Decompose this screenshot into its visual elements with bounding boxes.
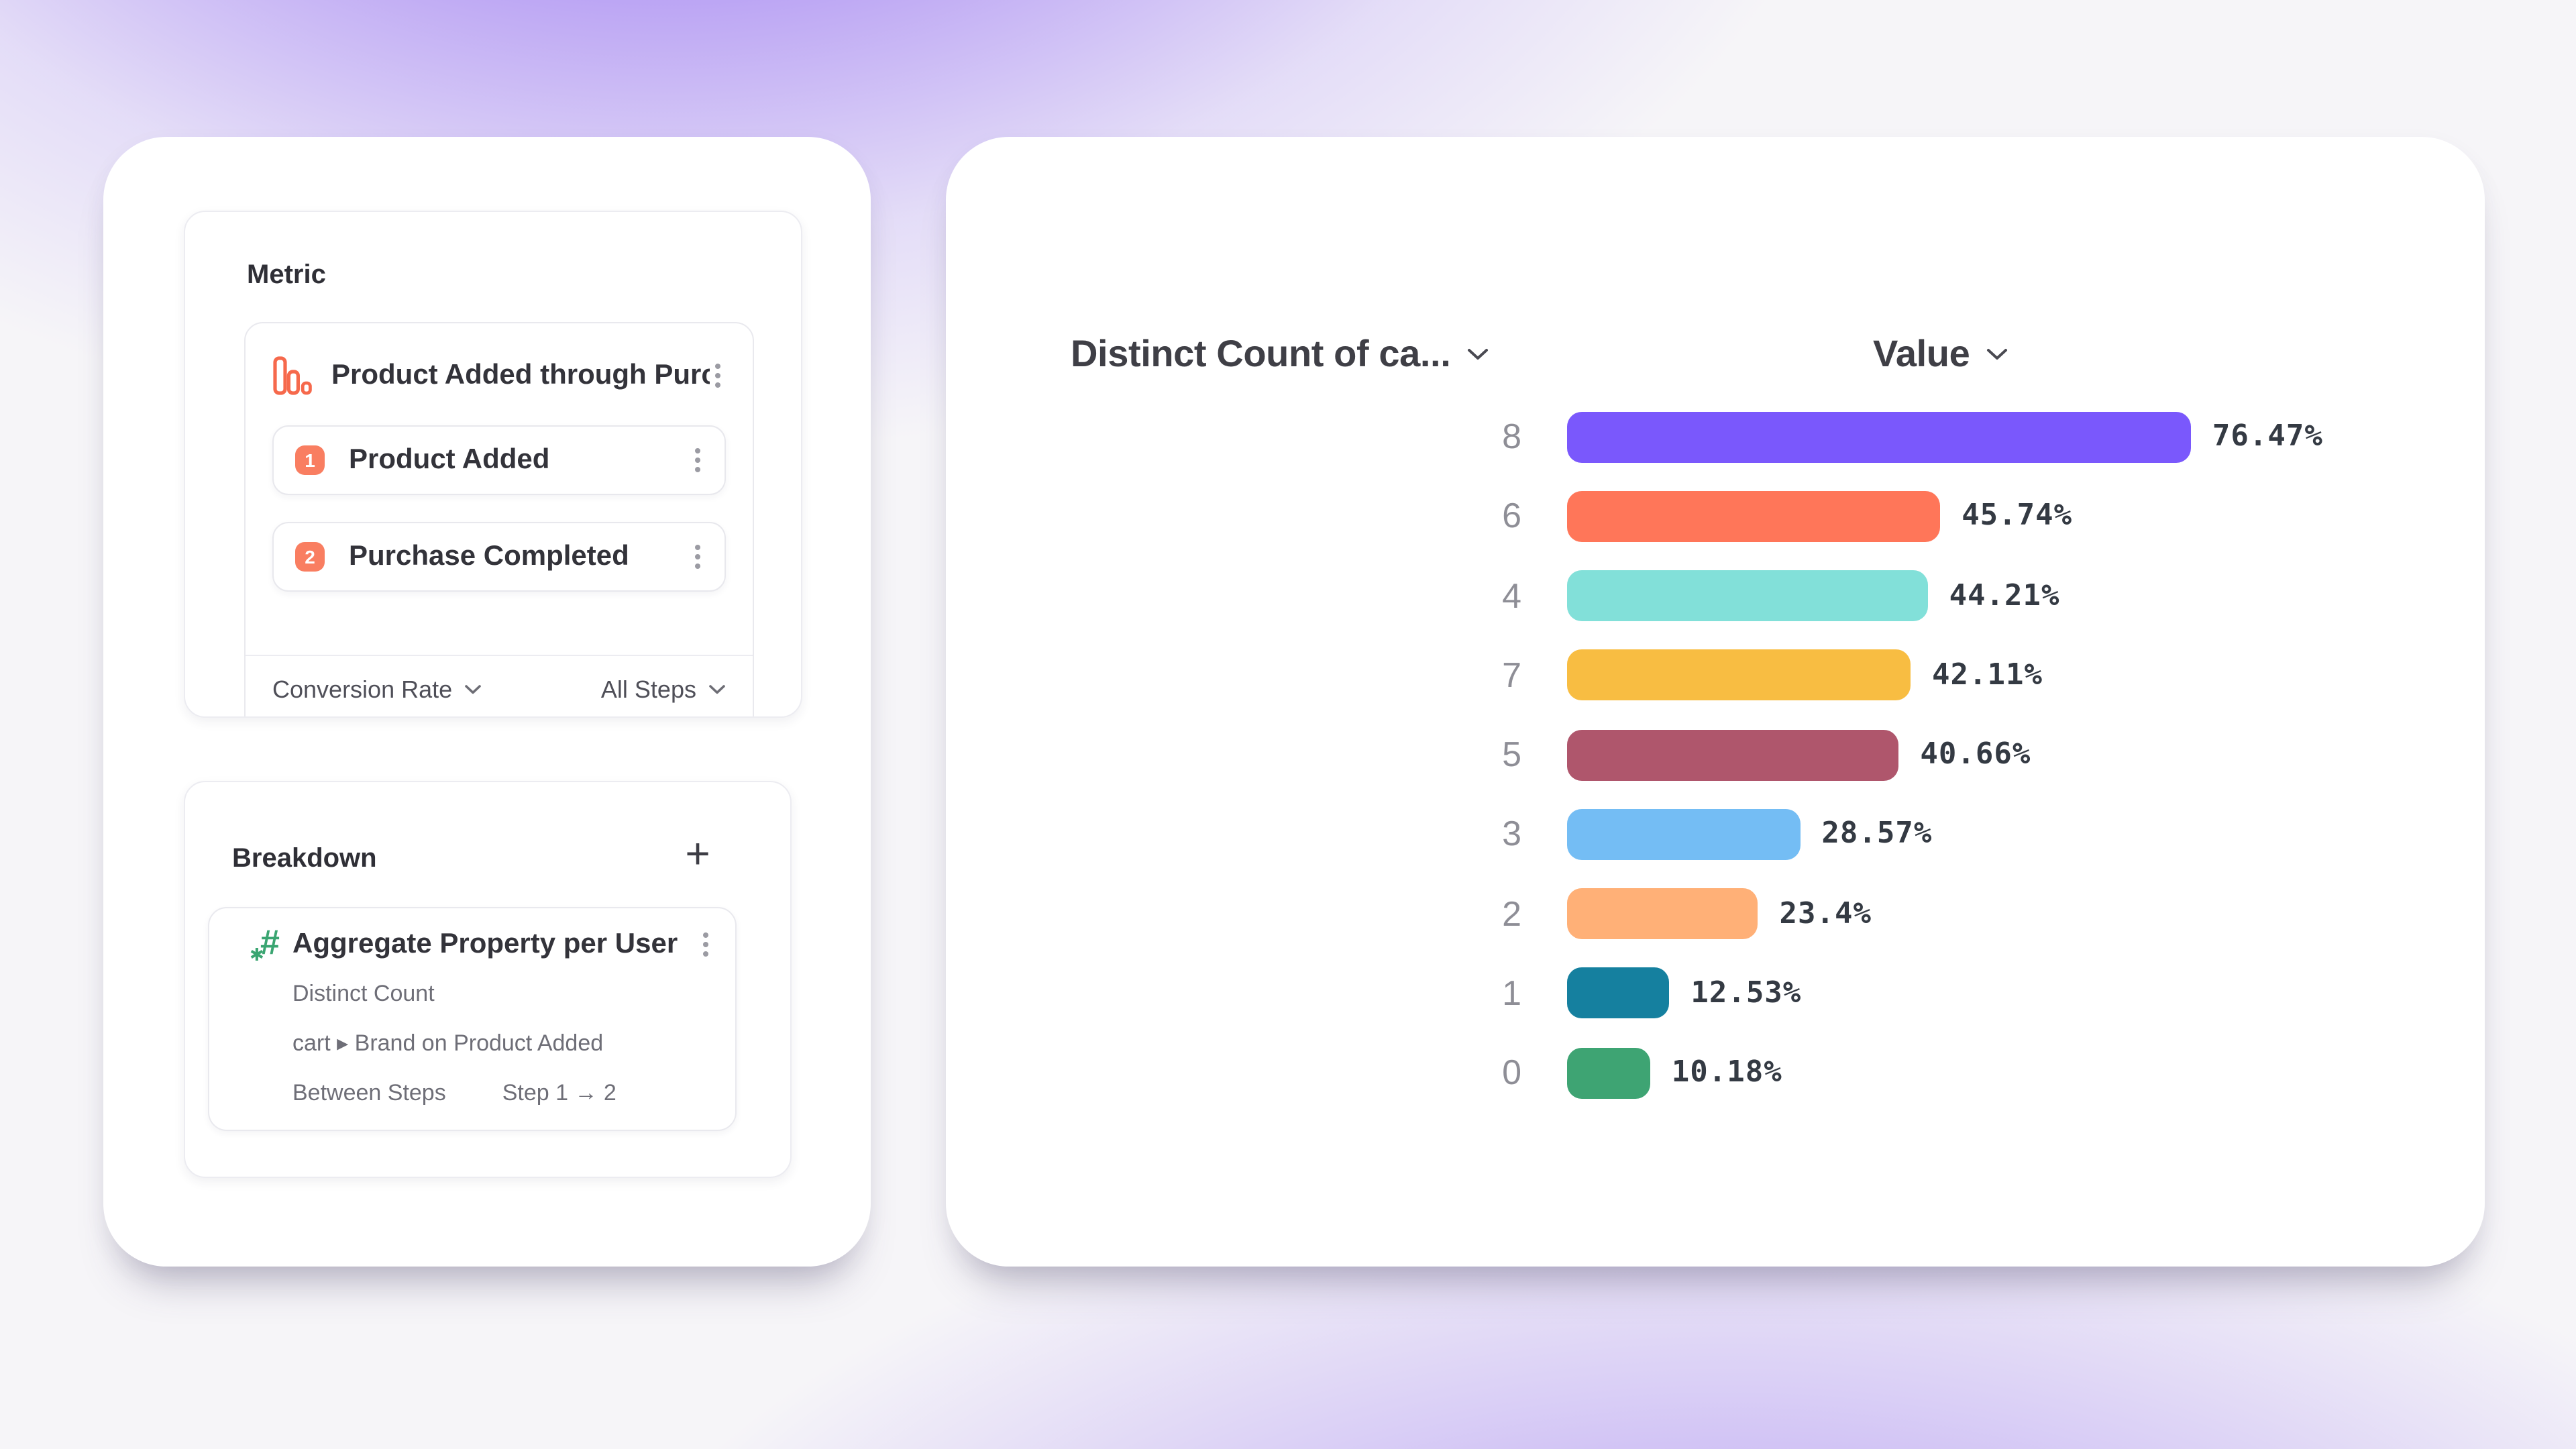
funnel-step-1[interactable]: 1 Product Added — [272, 425, 726, 495]
breakdown-property-title: Aggregate Property per User — [292, 928, 678, 959]
funnel-title-row[interactable]: Product Added through Purcha... — [272, 342, 726, 409]
chart-row: 5 40.66% — [946, 715, 2485, 795]
chart-row: 4 44.21% — [946, 556, 2485, 636]
funnel-more-options-button[interactable] — [710, 358, 726, 393]
between-steps-label: Between Steps — [292, 1080, 446, 1106]
funnel-metric-container: Product Added through Purcha... 1 Produc… — [244, 322, 754, 716]
bar-value-label: 10.18% — [1671, 1056, 1782, 1090]
chart-row: 3 28.57% — [946, 795, 2485, 875]
chevron-down-icon — [465, 685, 481, 694]
query-builder-panel: Metric Product Added through Purcha... 1… — [103, 137, 871, 1267]
bar-value-label: 44.21% — [1949, 579, 2060, 613]
bar-category-label: 6 — [1502, 495, 1521, 536]
breakdown-section: Breakdown + # ✱ Aggregate Property per Us… — [184, 781, 792, 1178]
steps-scope-dropdown[interactable]: All Steps — [601, 676, 726, 704]
chart-row: 7 42.11% — [946, 636, 2485, 716]
bar-category-label: 7 — [1502, 654, 1521, 695]
bar[interactable] — [1567, 808, 1801, 860]
bar-category-label: 3 — [1502, 813, 1521, 854]
step-more-options-button[interactable] — [690, 539, 706, 574]
numeric-property-icon: # ✱ — [250, 922, 280, 965]
metric-section: Metric Product Added through Purcha... 1… — [184, 211, 802, 718]
aggregation-row[interactable]: Distinct Count — [254, 974, 714, 1014]
bar[interactable] — [1567, 1047, 1650, 1099]
step-number-badge: 1 — [295, 445, 325, 475]
bar[interactable] — [1567, 967, 1670, 1019]
bar-category-label: 8 — [1502, 416, 1521, 457]
chart-row: 0 10.18% — [946, 1033, 2485, 1113]
bar-value-label: 23.4% — [1779, 897, 1872, 931]
property-path-row[interactable]: cart ▸ Brand on Product Added — [254, 1024, 714, 1064]
bar-value-label: 42.11% — [1932, 658, 2043, 692]
chart-row: 8 76.47% — [946, 397, 2485, 477]
bar[interactable] — [1567, 888, 1758, 940]
bar-value-label: 40.66% — [1920, 738, 2031, 772]
chevron-down-icon — [1987, 349, 2008, 360]
breakdown-more-options-button[interactable] — [698, 927, 714, 962]
chart-panel: Distinct Count of ca... Value 8 76.47% 6 45… — [946, 137, 2485, 1267]
bar[interactable] — [1567, 649, 1911, 701]
chevron-down-icon — [709, 685, 725, 694]
breakdown-section-title: Breakdown — [232, 844, 377, 873]
step-label: Product Added — [349, 444, 550, 475]
measurement-dropdown[interactable]: Conversion Rate — [272, 676, 482, 704]
chart-row: 1 12.53% — [946, 954, 2485, 1034]
bar[interactable] — [1567, 729, 1899, 781]
bar-value-label: 12.53% — [1690, 976, 1802, 1010]
category-column-header-label: Distinct Count of ca... — [1071, 333, 1451, 374]
between-steps-row[interactable]: Between Steps Step 1 → 2 — [254, 1073, 714, 1114]
measurement-dropdown-label: Conversion Rate — [272, 676, 453, 702]
category-column-header[interactable]: Distinct Count of ca... — [1071, 331, 1489, 377]
metric-section-title: Metric — [247, 260, 326, 290]
funnel-bars-icon — [273, 356, 312, 395]
between-steps-value: Step 1 → 2 — [502, 1080, 616, 1106]
bar[interactable] — [1567, 570, 1928, 622]
bar-category-label: 4 — [1502, 575, 1521, 616]
funnel-footer: Conversion Rate All Steps — [272, 656, 726, 716]
property-path-label: cart ▸ Brand on Product Added — [292, 1030, 604, 1056]
chart-row: 6 45.74% — [946, 477, 2485, 557]
bar-category-label: 5 — [1502, 734, 1521, 775]
chart-row: 2 23.4% — [946, 874, 2485, 954]
breakdown-property-card[interactable]: # ✱ Aggregate Property per User Distinct … — [208, 907, 737, 1131]
add-breakdown-button[interactable]: + — [685, 828, 710, 877]
steps-scope-dropdown-label: All Steps — [600, 676, 696, 702]
bar-category-label: 1 — [1502, 972, 1521, 1013]
bar-value-label: 45.74% — [1962, 499, 2073, 533]
bar-value-label: 28.57% — [1821, 817, 1933, 851]
funnel-metric-title: Product Added through Purcha... — [331, 360, 710, 390]
chevron-down-icon — [1468, 349, 1489, 360]
bar[interactable] — [1567, 490, 1941, 542]
value-column-header[interactable]: Value — [1873, 331, 2008, 377]
bar-value-label: 76.47% — [2212, 420, 2323, 454]
funnel-step-2[interactable]: 2 Purchase Completed — [272, 522, 726, 592]
bar-category-label: 0 — [1502, 1052, 1521, 1093]
value-column-header-label: Value — [1873, 333, 1970, 374]
step-more-options-button[interactable] — [690, 443, 706, 478]
bar-category-label: 2 — [1502, 893, 1521, 934]
divider — [246, 655, 753, 656]
step-number-badge: 2 — [295, 542, 325, 572]
breakdown-property-header: # ✱ Aggregate Property per User — [250, 922, 714, 965]
bar-chart: 8 76.47% 6 45.74% 4 44.21% 7 42.11% 5 40.66% 3 28.5… — [946, 397, 2485, 1113]
step-label: Purchase Completed — [349, 541, 629, 572]
aggregation-label: Distinct Count — [292, 981, 435, 1006]
bar[interactable] — [1567, 411, 2191, 463]
